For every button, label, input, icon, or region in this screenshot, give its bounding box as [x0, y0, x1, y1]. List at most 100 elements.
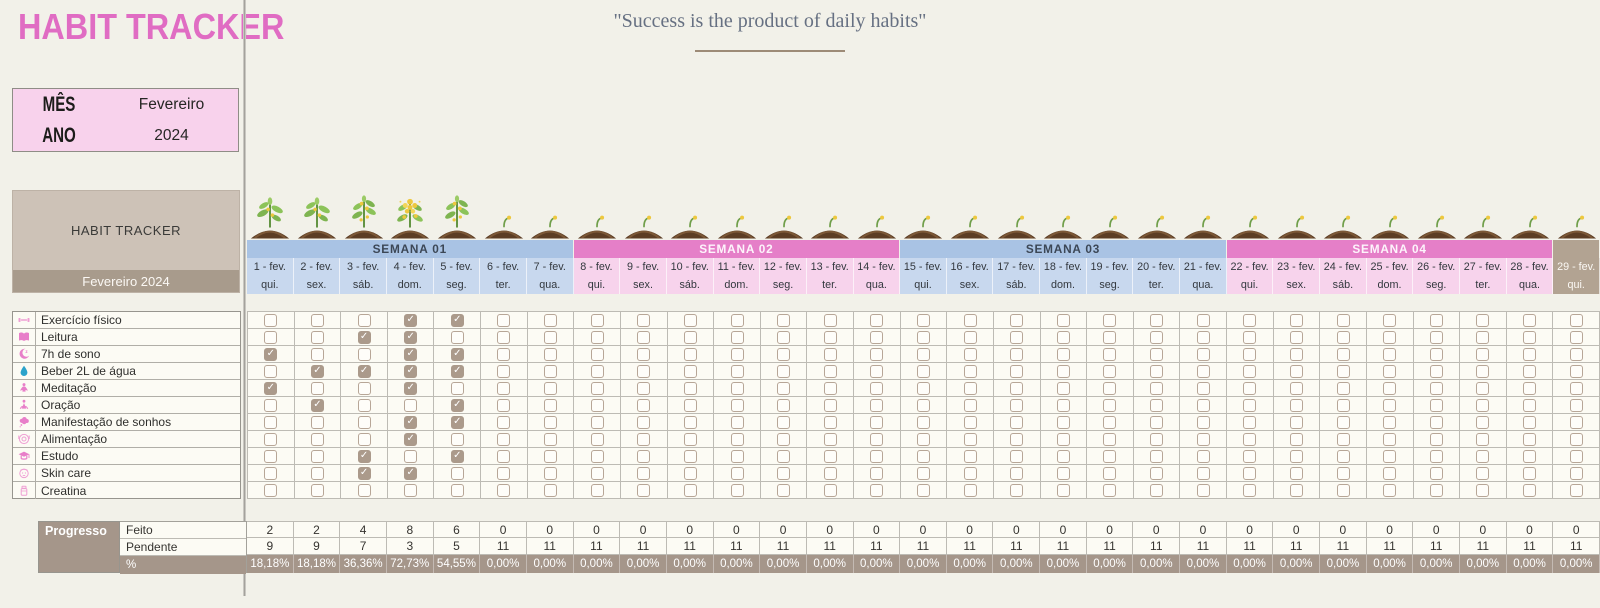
habit-checkbox[interactable]: [1103, 466, 1117, 480]
habit-checkbox[interactable]: [823, 483, 837, 497]
habit-checkbox[interactable]: ✓: [404, 313, 418, 327]
habit-checkbox[interactable]: [1243, 432, 1257, 446]
habit-checkbox[interactable]: [1569, 466, 1583, 480]
habit-checkbox[interactable]: ✓: [310, 398, 324, 412]
habit-checkbox[interactable]: [1150, 449, 1164, 463]
habit-checkbox[interactable]: [1243, 364, 1257, 378]
habit-checkbox[interactable]: [544, 347, 558, 361]
habit-checkbox[interactable]: [1429, 415, 1443, 429]
habit-checkbox[interactable]: [870, 415, 884, 429]
habit-checkbox[interactable]: [730, 415, 744, 429]
habit-checkbox[interactable]: [357, 381, 371, 395]
habit-checkbox[interactable]: [730, 313, 744, 327]
habit-checkbox[interactable]: [870, 483, 884, 497]
habit-checkbox[interactable]: [777, 415, 791, 429]
habit-checkbox[interactable]: [916, 449, 930, 463]
habit-checkbox[interactable]: [637, 381, 651, 395]
habit-checkbox[interactable]: [1476, 466, 1490, 480]
habit-checkbox[interactable]: [1150, 364, 1164, 378]
habit-checkbox[interactable]: [1429, 347, 1443, 361]
habit-checkbox[interactable]: [1336, 449, 1350, 463]
habit-checkbox[interactable]: [264, 449, 278, 463]
habit-checkbox[interactable]: [870, 330, 884, 344]
habit-checkbox[interactable]: [1336, 330, 1350, 344]
habit-checkbox[interactable]: [823, 313, 837, 327]
habit-checkbox[interactable]: [590, 313, 604, 327]
habit-checkbox[interactable]: [823, 364, 837, 378]
habit-checkbox[interactable]: [1056, 449, 1070, 463]
habit-checkbox[interactable]: [1103, 313, 1117, 327]
habit-checkbox[interactable]: [683, 466, 697, 480]
habit-checkbox[interactable]: [264, 415, 278, 429]
habit-checkbox[interactable]: [963, 483, 977, 497]
habit-checkbox[interactable]: [1383, 347, 1397, 361]
habit-checkbox[interactable]: [590, 483, 604, 497]
habit-checkbox[interactable]: [590, 449, 604, 463]
habit-checkbox[interactable]: [590, 364, 604, 378]
habit-checkbox[interactable]: [730, 398, 744, 412]
habit-checkbox[interactable]: [1523, 415, 1537, 429]
habit-checkbox[interactable]: ✓: [450, 398, 464, 412]
habit-checkbox[interactable]: [497, 381, 511, 395]
habit-checkbox[interactable]: [683, 330, 697, 344]
habit-checkbox[interactable]: [1569, 330, 1583, 344]
habit-checkbox[interactable]: [590, 398, 604, 412]
habit-checkbox[interactable]: [1336, 483, 1350, 497]
habit-checkbox[interactable]: [544, 415, 558, 429]
habit-checkbox[interactable]: [1196, 364, 1210, 378]
habit-checkbox[interactable]: [497, 415, 511, 429]
habit-checkbox[interactable]: [544, 313, 558, 327]
habit-checkbox[interactable]: [1476, 313, 1490, 327]
habit-checkbox[interactable]: [1150, 483, 1164, 497]
habit-checkbox[interactable]: [1476, 415, 1490, 429]
habit-checkbox[interactable]: [1103, 364, 1117, 378]
habit-checkbox[interactable]: [963, 347, 977, 361]
habit-checkbox[interactable]: ✓: [450, 347, 464, 361]
habit-checkbox[interactable]: [1476, 364, 1490, 378]
habit-checkbox[interactable]: [1103, 449, 1117, 463]
habit-checkbox[interactable]: [1336, 364, 1350, 378]
habit-checkbox[interactable]: [777, 313, 791, 327]
habit-checkbox[interactable]: [1429, 466, 1443, 480]
habit-checkbox[interactable]: [264, 398, 278, 412]
habit-checkbox[interactable]: [1056, 398, 1070, 412]
habit-checkbox[interactable]: [637, 466, 651, 480]
habit-checkbox[interactable]: [1150, 347, 1164, 361]
habit-checkbox[interactable]: [1010, 364, 1024, 378]
habit-checkbox[interactable]: [1476, 381, 1490, 395]
habit-checkbox[interactable]: [777, 466, 791, 480]
habit-checkbox[interactable]: [1243, 398, 1257, 412]
habit-checkbox[interactable]: ✓: [357, 364, 371, 378]
habit-checkbox[interactable]: [590, 381, 604, 395]
habit-checkbox[interactable]: [544, 449, 558, 463]
habit-checkbox[interactable]: [1056, 330, 1070, 344]
habit-checkbox[interactable]: [637, 449, 651, 463]
habit-checkbox[interactable]: [1429, 398, 1443, 412]
habit-checkbox[interactable]: [1010, 466, 1024, 480]
habit-checkbox[interactable]: [1476, 432, 1490, 446]
habit-checkbox[interactable]: [1383, 330, 1397, 344]
habit-checkbox[interactable]: [870, 381, 884, 395]
habit-checkbox[interactable]: ✓: [404, 364, 418, 378]
habit-checkbox[interactable]: [916, 313, 930, 327]
habit-checkbox[interactable]: [916, 415, 930, 429]
habit-checkbox[interactable]: [357, 415, 371, 429]
habit-checkbox[interactable]: [823, 432, 837, 446]
habit-checkbox[interactable]: [823, 415, 837, 429]
habit-checkbox[interactable]: [1336, 347, 1350, 361]
habit-checkbox[interactable]: [916, 466, 930, 480]
habit-checkbox[interactable]: [823, 381, 837, 395]
habit-checkbox[interactable]: [1196, 313, 1210, 327]
habit-checkbox[interactable]: [590, 432, 604, 446]
habit-checkbox[interactable]: [683, 313, 697, 327]
habit-checkbox[interactable]: [637, 347, 651, 361]
habit-checkbox[interactable]: [1383, 364, 1397, 378]
habit-checkbox[interactable]: ✓: [404, 347, 418, 361]
habit-checkbox[interactable]: [544, 381, 558, 395]
habit-checkbox[interactable]: [637, 313, 651, 327]
habit-checkbox[interactable]: [823, 466, 837, 480]
habit-checkbox[interactable]: [1383, 432, 1397, 446]
habit-checkbox[interactable]: [450, 466, 464, 480]
habit-checkbox[interactable]: [497, 432, 511, 446]
habit-checkbox[interactable]: [264, 466, 278, 480]
